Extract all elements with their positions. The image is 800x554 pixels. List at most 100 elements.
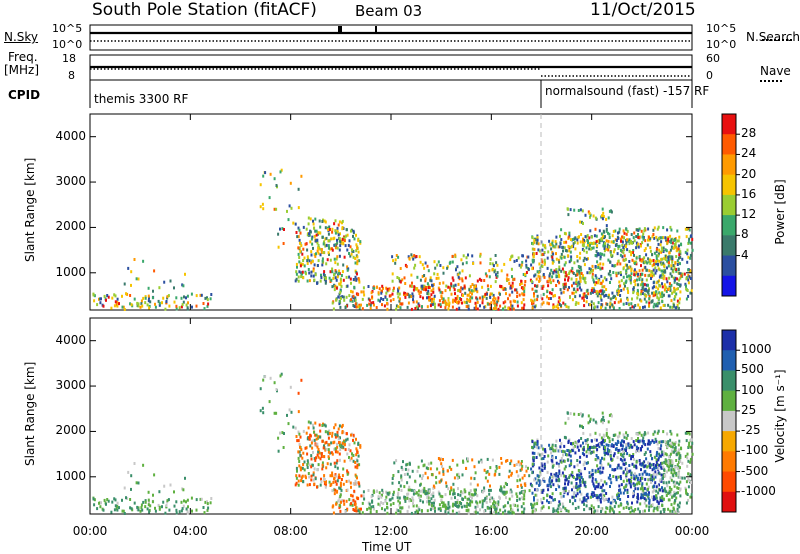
- echo-cell: [494, 297, 497, 301]
- echo-cell: [626, 248, 629, 252]
- echo-cell: [655, 439, 658, 443]
- echo-cell: [678, 278, 681, 282]
- echo-cell: [412, 502, 414, 506]
- echo-cell: [287, 422, 290, 426]
- echo-cell: [517, 474, 520, 478]
- echo-cell: [582, 244, 585, 248]
- echo-cell: [451, 504, 454, 508]
- echo-cell: [457, 487, 459, 491]
- echo-cell: [551, 479, 554, 483]
- echo-cell: [592, 450, 595, 454]
- echo-cell: [474, 510, 477, 514]
- echo-cell: [564, 421, 567, 425]
- echo-cell: [470, 476, 473, 480]
- echo-cell: [589, 215, 591, 219]
- echo-cell: [553, 509, 556, 513]
- echo-cell: [555, 461, 558, 465]
- echo-cell: [662, 250, 665, 253]
- echo-cell: [464, 490, 467, 494]
- echo-cell: [687, 477, 690, 481]
- echo-cell: [346, 452, 349, 456]
- echo-cell: [421, 287, 424, 291]
- echo-cell: [281, 227, 284, 231]
- echo-cell: [666, 470, 668, 474]
- echo-cell: [319, 483, 322, 487]
- echo-cell: [662, 454, 665, 457]
- cpid-program-1: themis 3300 RF: [94, 92, 189, 106]
- echo-cell: [659, 510, 662, 514]
- echo-cell: [669, 438, 672, 442]
- echo-cell: [133, 501, 136, 505]
- echo-cell: [533, 456, 536, 460]
- echo-cell: [485, 471, 488, 475]
- echo-cell: [399, 297, 401, 301]
- echo-cell: [559, 492, 562, 496]
- echo-cell: [582, 222, 584, 225]
- echo-cell: [310, 274, 313, 278]
- echo-cell: [673, 482, 676, 486]
- echo-cell: [578, 498, 581, 502]
- echo-cell: [368, 506, 371, 510]
- echo-cell: [662, 277, 665, 281]
- colorbar-segment: [722, 275, 736, 297]
- echo-cell: [660, 240, 663, 244]
- echo-cell: [309, 217, 312, 221]
- echo-cell: [323, 478, 326, 481]
- echo-cell: [377, 298, 380, 302]
- echo-cell: [583, 496, 586, 500]
- echo-cell: [427, 500, 430, 503]
- echo-cell: [638, 431, 641, 435]
- echo-cell: [647, 487, 649, 491]
- echo-cell: [659, 274, 662, 278]
- echo-cell: [612, 250, 615, 254]
- echo-cell: [562, 301, 565, 305]
- echo-cell: [562, 245, 565, 249]
- velocity-ylabel: Slant Range [km]: [23, 361, 37, 466]
- echo-cell: [595, 485, 598, 489]
- echo-cell: [675, 292, 678, 296]
- echo-cell: [495, 510, 498, 514]
- echo-cell: [640, 264, 642, 268]
- echo-cell: [661, 292, 664, 296]
- echo-cell: [649, 453, 652, 457]
- echo-cell: [342, 482, 345, 486]
- echo-cell: [391, 292, 394, 296]
- echo-cell: [157, 299, 160, 303]
- echo-cell: [466, 509, 469, 513]
- echo-cell: [345, 499, 348, 503]
- echo-cell: [601, 421, 604, 425]
- echo-cell: [678, 253, 681, 257]
- echo-cell: [479, 254, 482, 258]
- colorbar-tick-label: 500: [741, 362, 764, 377]
- echo-cell: [158, 490, 161, 494]
- echo-cell: [421, 284, 424, 288]
- echo-cell: [372, 505, 375, 509]
- echo-cell: [180, 509, 183, 513]
- echo-cell: [336, 445, 339, 449]
- echo-cell: [541, 297, 544, 301]
- echo-cell: [537, 271, 540, 274]
- echo-cell: [626, 287, 629, 291]
- echo-cell: [334, 480, 337, 484]
- echo-cell: [313, 457, 316, 461]
- echo-cell: [462, 459, 464, 463]
- echo-cell: [643, 487, 646, 491]
- echo-cell: [348, 479, 351, 483]
- echo-cell: [426, 496, 429, 499]
- echo-cell: [549, 476, 551, 480]
- echo-cell: [335, 502, 338, 506]
- echo-cell: [541, 252, 544, 256]
- echo-cell: [415, 509, 418, 513]
- echo-cell: [651, 475, 654, 479]
- echo-cell: [562, 505, 565, 509]
- echo-cell: [200, 497, 203, 501]
- echo-cell: [366, 303, 369, 307]
- echo-cell: [614, 295, 616, 299]
- echo-cell: [506, 459, 509, 462]
- echo-cell: [331, 505, 334, 509]
- colorbar-segment: [722, 215, 736, 236]
- echo-cell: [659, 250, 662, 254]
- echo-cell: [275, 388, 278, 391]
- echo-cell: [202, 506, 205, 509]
- echo-cell: [547, 506, 550, 510]
